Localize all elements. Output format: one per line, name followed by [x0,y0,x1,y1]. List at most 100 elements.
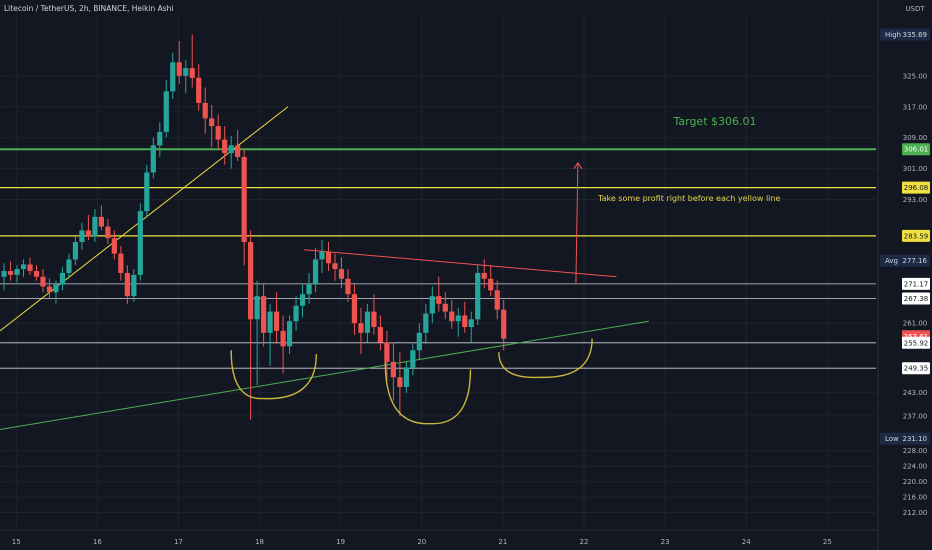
candle-body [235,145,241,157]
candle-body [248,242,254,320]
price-tag [902,277,930,290]
price-tick-label: 228.00 [903,447,928,455]
candle-body [319,251,325,260]
candle-body [325,251,332,264]
candle-body [241,156,247,243]
candle-body [33,271,40,277]
price-tag [902,181,930,194]
time-tick-label: 24 [742,538,751,546]
candle-body [163,91,169,132]
candle-body [403,367,409,387]
candle-body [157,131,163,146]
candle-body [183,68,189,76]
projection-arrowhead [573,161,583,170]
price-tag-value: 249.35 [904,365,929,373]
candle-body [79,230,85,243]
candle-body [416,332,422,351]
chart-title: Litecoin / TetherUS, 2h, BINANCE, Heikin… [4,4,174,13]
candle-body [267,311,273,333]
price-tag-value: 296.08 [904,184,929,192]
price-tick-label: 317.00 [903,103,928,111]
price-tick-label: 325.00 [903,72,928,80]
candle-body [98,216,104,227]
candle-body [280,330,286,347]
projection-arrow[interactable] [575,162,579,285]
currency-label: USDT [905,5,925,13]
price-tick-label: 301.00 [903,165,928,173]
price-tag-label: Low [885,435,899,443]
price-tag [902,362,930,375]
candle-body [59,272,66,285]
price-tag-value: 306.01 [904,146,929,154]
candle-body [14,269,20,275]
candle-body [222,139,228,154]
candle-body [137,211,143,275]
time-tick-label: 22 [580,538,589,546]
price-tag [902,336,930,349]
candle-body [475,272,481,320]
candle-body [442,303,448,312]
candle-body [118,253,124,273]
candle-body [131,274,137,297]
time-tick-label: 25 [823,538,832,546]
candle-body [72,242,79,260]
price-tick-label: 243.00 [903,389,928,397]
price-tag [902,292,930,305]
time-tick-label: 20 [417,538,426,546]
price-tick-label: 293.00 [903,196,928,204]
price-tick-label: 216.00 [903,494,928,502]
pattern-arc-3[interactable] [498,338,593,379]
pattern-arc-1[interactable] [230,350,318,400]
candle-body [46,286,53,293]
trend-line-red[interactable] [304,249,617,278]
candle-body [449,311,455,322]
candle-body [92,216,98,237]
candle-body [1,271,7,277]
candle-body [273,311,280,331]
price-tag-value: 283.59 [904,232,929,240]
candle-body [436,296,442,304]
candle-body [306,284,312,295]
price-tag-value: 271.17 [904,280,929,288]
price-tick-label: 212.00 [903,509,928,517]
candle-body [286,321,293,347]
candle-body [176,62,182,76]
candle-body [384,342,390,362]
candle-body [124,272,130,297]
time-tick-label: 16 [93,538,102,546]
candle-body [196,77,202,103]
candle-body [111,238,117,254]
candle-body [66,259,72,273]
candle-body [332,263,338,270]
candle-body [254,296,260,320]
time-tick-label: 19 [336,538,345,546]
price-tag-label: High [885,31,901,39]
profit-note-annotation: Take some profit right before each yello… [597,194,780,203]
candle-body [338,269,345,279]
candle-body [410,350,416,368]
price-tick-label: 224.00 [903,463,928,471]
price-tag-label: Avg [885,257,898,265]
candle-body [377,327,384,343]
price-tick-label: 261.00 [903,320,928,328]
trend-line-yellow[interactable] [0,106,289,332]
candle-body [27,264,33,271]
candle-body [501,309,507,339]
candle-body [170,62,176,92]
candle-body [481,272,487,279]
time-tick-label: 23 [661,538,670,546]
candle-body [85,230,92,237]
candle-body [364,311,371,333]
pattern-arc-2[interactable] [384,361,472,425]
candle-body [228,145,234,154]
candle-body [468,319,474,328]
time-tick-label: 17 [174,538,183,546]
candle-body [299,294,306,306]
candle-body [397,377,403,387]
candle-body [494,290,500,310]
trend-line-green[interactable] [0,320,649,430]
price-tag-avg [880,254,930,267]
target-annotation: Target $306.01 [672,115,756,128]
